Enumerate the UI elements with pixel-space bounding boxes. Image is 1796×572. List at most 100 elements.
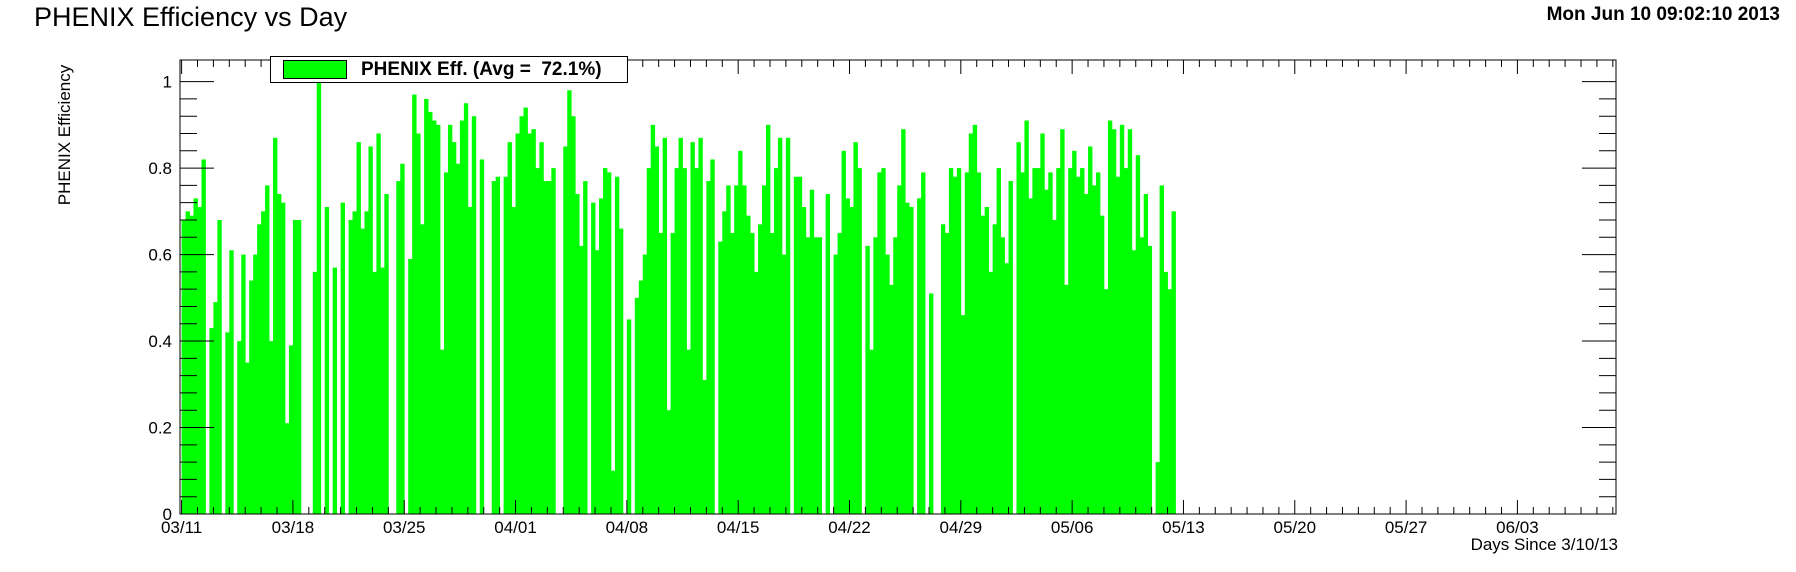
bar	[185, 211, 190, 514]
bar	[841, 150, 846, 515]
bar	[376, 133, 381, 514]
bar	[229, 250, 234, 514]
bar	[284, 423, 290, 514]
x-tick-label: 03/25	[383, 518, 426, 537]
bar	[968, 133, 974, 514]
bar	[1095, 172, 1101, 515]
bar	[777, 137, 783, 514]
bar	[265, 185, 270, 514]
bar	[428, 111, 433, 514]
bar	[742, 185, 747, 514]
bar	[197, 207, 202, 514]
bar	[364, 211, 369, 514]
x-tick-label: 06/03	[1496, 518, 1539, 537]
bar	[360, 228, 365, 514]
bar	[467, 207, 473, 514]
bar	[245, 362, 250, 514]
bar	[471, 116, 477, 515]
bar	[253, 254, 258, 514]
bar	[547, 181, 552, 514]
bar	[1028, 198, 1033, 515]
bar	[944, 232, 950, 514]
bar	[551, 168, 556, 514]
bar	[312, 271, 318, 514]
bar	[992, 224, 997, 515]
bar	[758, 224, 763, 515]
x-tick-label: 05/13	[1162, 518, 1205, 537]
x-tick-label: 05/20	[1273, 518, 1316, 537]
bar	[1088, 146, 1093, 515]
bar	[917, 198, 922, 515]
bar	[1167, 289, 1172, 514]
bar	[1155, 462, 1160, 514]
bar	[1123, 168, 1129, 514]
bar	[706, 181, 711, 514]
bar	[674, 168, 679, 514]
bar	[722, 211, 727, 514]
bar	[793, 176, 799, 515]
bar	[511, 207, 516, 514]
bar	[948, 168, 954, 514]
bar	[929, 293, 934, 514]
bar	[193, 198, 198, 515]
bar	[658, 232, 664, 514]
bar	[503, 176, 508, 515]
bar	[412, 94, 417, 514]
bar	[440, 349, 445, 514]
bar	[1048, 172, 1053, 515]
bar	[424, 98, 429, 514]
bar	[976, 172, 982, 515]
bars-group	[181, 81, 1176, 515]
bar	[1092, 185, 1097, 514]
bar	[1020, 172, 1025, 515]
bar	[201, 159, 206, 514]
bar	[905, 202, 910, 514]
legend-swatch	[283, 60, 347, 79]
bar	[261, 211, 266, 514]
bar	[614, 176, 620, 515]
bar	[571, 116, 576, 515]
bar	[889, 284, 894, 514]
bar	[1099, 215, 1105, 514]
bar	[563, 146, 568, 515]
bar	[690, 142, 695, 514]
bar	[762, 185, 767, 514]
bar	[750, 232, 755, 514]
bar	[1056, 168, 1061, 514]
bar	[1163, 271, 1168, 514]
bar	[1008, 181, 1013, 514]
bar	[873, 237, 878, 514]
bar	[1115, 176, 1121, 515]
bar	[273, 137, 278, 514]
y-tick-label: 0.4	[148, 332, 172, 351]
bar	[626, 319, 632, 514]
bar	[825, 194, 831, 515]
bar	[595, 250, 600, 514]
bar	[443, 172, 449, 515]
bar	[181, 219, 186, 515]
bar	[257, 224, 262, 515]
bar	[809, 189, 815, 514]
bar	[960, 315, 966, 514]
bar	[384, 194, 389, 515]
x-tick-label: 05/06	[1051, 518, 1094, 537]
bar	[1103, 289, 1109, 514]
bar	[1143, 194, 1149, 515]
bar	[519, 116, 524, 515]
bar	[599, 198, 604, 515]
bar	[209, 328, 214, 514]
bar	[845, 198, 850, 515]
bar	[1127, 129, 1133, 514]
x-tick-label: 04/15	[717, 518, 760, 537]
bar	[964, 172, 970, 515]
bar	[857, 168, 862, 514]
bar	[348, 219, 353, 515]
x-tick-label: 03/11	[161, 518, 202, 537]
bar	[881, 168, 886, 514]
bar	[1064, 284, 1069, 514]
bar	[1147, 245, 1153, 515]
bar	[400, 163, 405, 514]
bar	[1076, 176, 1081, 515]
bar	[654, 146, 660, 515]
bar	[956, 168, 962, 514]
